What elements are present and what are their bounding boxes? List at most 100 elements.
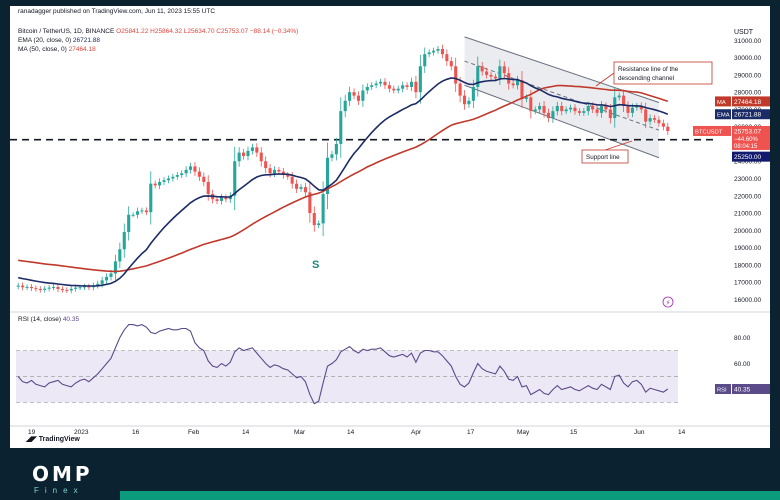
time-tick-label: 14 [678,429,686,436]
price-tick-label: 16000.00 [734,297,761,304]
omp-footer: OMP Finex [0,448,780,500]
candle-body [65,289,69,291]
candle-body [109,273,113,277]
time-tick-label: 17 [467,429,475,436]
tradingview-brand[interactable]: ◢◤ TradingView [26,436,80,444]
candle-body [352,92,356,96]
candle-body [290,176,294,184]
price-chart-svg[interactable]: 16000.00 17000.00 18000.00 19000.00 20000.00… [10,6,770,448]
candle-body [21,285,25,288]
candle-body [666,126,670,132]
candle-body [418,66,422,93]
candle-body [303,187,307,193]
candle-body [440,48,444,55]
candle-body [193,166,197,172]
price-tick-label: 17000.00 [734,280,761,287]
candle-body [82,286,87,288]
candle-body [43,288,47,290]
price-tick-label: 20000.00 [734,228,761,235]
bar-countdown-text: 08:04:15 [734,144,758,150]
price-tick-label: 24000.00 [734,159,761,166]
candle-body [60,289,64,291]
rsi-tick-label: 60.00 [734,361,751,368]
candle-body [96,283,100,286]
candle-body [113,261,117,274]
resistance-callout-pointer [595,72,615,87]
ma-legend-label: MA (50, close, 0) [18,46,67,53]
omp-logo-subtitle: Finex [34,486,84,495]
candle-body [604,105,608,110]
candle-body [34,288,38,290]
rsi-line [17,324,669,405]
candle-body [591,105,595,110]
symbol-tag [693,125,731,136]
rsi-legend-value: 40.35 [62,316,80,323]
ema20-line [18,77,669,287]
time-tick-label: 19 [28,429,36,436]
price-tick-label: 22000.00 [734,193,761,200]
candle-body [215,199,219,201]
candle-body [224,197,228,200]
last-price-block [732,125,770,150]
candle-body [158,181,162,186]
resistance-callout-text: Resistance line of the [618,66,679,73]
candle-body [233,161,237,196]
candle-body [321,194,325,224]
symbol-name: Bitcoin / TetherUS, 1D, BINANCE [18,28,115,35]
support-price-label-text: 25250.00 [734,154,761,161]
candle-body [423,54,427,67]
ma-tag [715,96,731,107]
candle-body [661,123,665,127]
candle-body [432,50,436,53]
time-tick-label: 14 [242,429,250,436]
candle-body [445,54,449,62]
candle-body [467,100,471,105]
candle-body [330,154,334,158]
rsi-legend-label: RSI (14, close) [18,316,61,323]
rsi-legend: RSI (14, close) 40.35 [18,316,79,324]
price-tick-label: 28000.00 [734,90,761,97]
candle-body [577,111,581,113]
price-tick-label: 30000.00 [734,55,761,62]
candle-body [25,286,29,288]
candle-body [396,88,400,91]
candle-body [657,119,661,124]
footer-stripe [120,491,780,500]
candle-body [180,173,184,176]
ma-tag-text: MA [717,100,726,106]
time-tick-label: Apr [411,429,422,436]
candle-body [100,280,104,284]
symbol-line: Bitcoin / TetherUS, 1D, BINANCE O25841.2… [18,28,298,36]
candle-body [277,169,281,172]
price-tick-label: 19000.00 [734,245,761,252]
candle-body [153,183,157,186]
rsi-tag-text: RSI [717,388,727,394]
candle-body [135,211,140,215]
candle-body [471,86,475,101]
candle-body [595,109,599,113]
ma-legend: MA (50, close, 0) 27464.18 [18,46,96,54]
ema-price-label-text: 26721.88 [734,112,761,119]
candle-body [414,81,418,93]
symbol-tag-text: BTCUSDT [695,129,723,135]
candle-body [87,286,91,288]
candle-body [392,88,396,91]
candle-body [149,183,153,213]
time-tick-label: 14 [347,429,355,436]
rsi-last-label-text: 40.35 [734,387,751,394]
candle-body [250,147,254,151]
candle-body [409,81,414,87]
candle-body [405,85,409,87]
candle-body [78,287,82,289]
currency-label: USDT [734,29,754,36]
candle-body [189,166,193,170]
time-tick-label: Feb [188,429,200,436]
candle-body [255,147,259,153]
candle-body [529,97,533,112]
tradingview-brand-label: TradingView [38,436,80,443]
support-callout-text: Support line [586,154,620,161]
candle-body [524,97,528,100]
candle-body [122,232,126,250]
candle-body [237,152,241,162]
candle-body [308,192,312,214]
